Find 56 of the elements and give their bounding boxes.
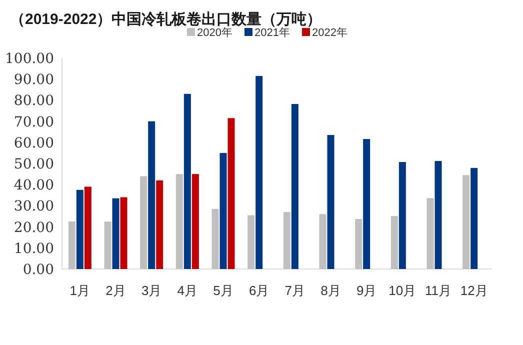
legend-label: 2020年	[197, 27, 232, 39]
y-tick-label: 40.00	[14, 178, 54, 194]
x-tick-label: 12月	[460, 283, 488, 298]
x-tick-label: 6月	[248, 283, 270, 298]
x-tick-label: 4月	[177, 283, 198, 298]
bar	[84, 186, 92, 269]
bar	[156, 180, 164, 269]
x-tick-label: 10月	[388, 283, 416, 298]
legend-label: 2021年	[254, 27, 290, 39]
bar	[327, 135, 334, 269]
x-tick-label: 11月	[425, 283, 452, 298]
bar	[148, 121, 156, 269]
x-tick-label: 2月	[106, 283, 126, 298]
bar	[256, 76, 263, 269]
bar	[104, 222, 112, 269]
bar	[363, 139, 370, 269]
bar	[434, 160, 442, 269]
y-tick-label: 80.00	[14, 93, 54, 110]
bar	[355, 218, 362, 269]
bar	[212, 208, 219, 269]
y-tick-label: 0.00	[22, 262, 54, 278]
bar	[248, 215, 255, 269]
bar	[319, 214, 326, 269]
x-tick-label: 1月	[70, 283, 90, 298]
x-tick-label: 7月	[284, 283, 306, 298]
bar	[398, 162, 406, 269]
y-tick-label: 20.00	[14, 220, 54, 236]
bar	[283, 212, 290, 269]
y-tick-label: 10.00	[14, 240, 54, 257]
title: （2019-2022）中国冷轧板卷出口数量（万吨）	[10, 11, 322, 28]
bar	[140, 176, 148, 269]
y-tick-label: 60.00	[14, 135, 54, 152]
y-tick-label: 90.00	[14, 72, 54, 88]
y-tick-label: 30.00	[14, 198, 54, 215]
y-tick-label: 50.00	[14, 156, 54, 172]
bar	[76, 190, 84, 269]
bar	[470, 168, 478, 269]
x-tick-label: 9月	[356, 283, 377, 298]
bar	[426, 198, 434, 269]
bar	[176, 174, 183, 269]
y-tick-label: 100.00	[5, 51, 54, 67]
x-tick-label: 5月	[213, 283, 234, 298]
bar	[184, 94, 191, 269]
x-tick-label: 3月	[141, 283, 162, 298]
bar	[462, 175, 470, 269]
bar	[220, 152, 227, 269]
y-tick-label: 70.00	[14, 114, 54, 130]
bar	[112, 198, 120, 269]
bar	[291, 104, 298, 269]
bar	[228, 118, 235, 269]
bar	[68, 222, 76, 269]
legend-label: 2022年	[312, 27, 348, 39]
x-tick-label: 8月	[320, 283, 341, 298]
bar	[120, 197, 128, 269]
bar	[390, 216, 398, 269]
bar	[192, 174, 199, 269]
